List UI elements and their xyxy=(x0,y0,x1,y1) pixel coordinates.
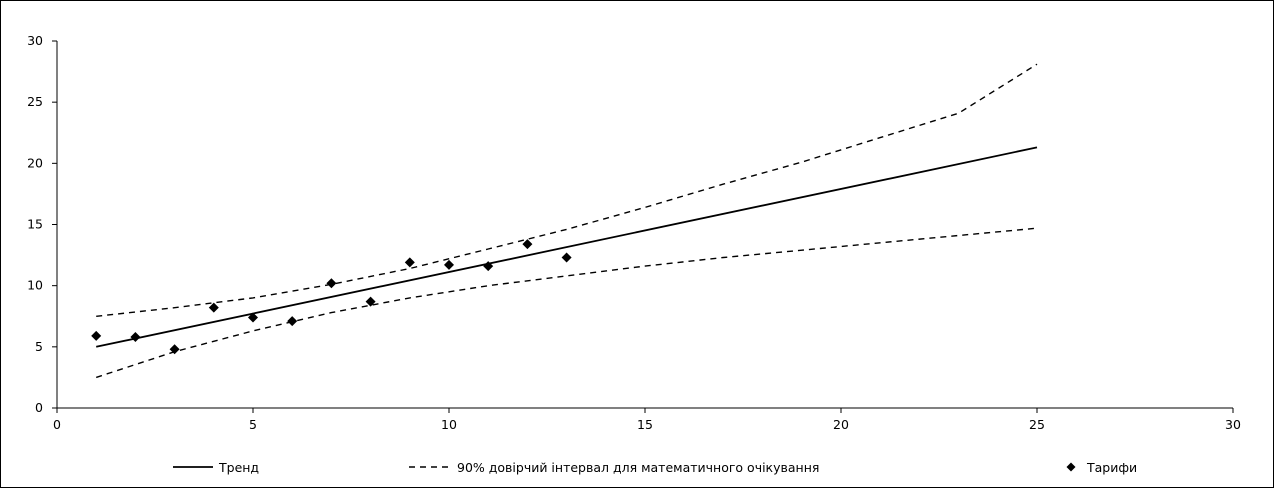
y-tick-label: 15 xyxy=(27,217,43,232)
x-tick-label: 30 xyxy=(1225,417,1241,432)
legend-tariff-swatch xyxy=(1066,462,1076,472)
tariff-point xyxy=(208,302,219,313)
tariff-point xyxy=(444,259,454,270)
trend-line-group xyxy=(96,146,1038,348)
tariff-point xyxy=(483,261,494,272)
legend: Тренд 90% довірчий інтервал для математич… xyxy=(173,460,1137,475)
tariff-point xyxy=(91,330,102,341)
tariff-point xyxy=(365,296,376,307)
x-tick-label: 0 xyxy=(53,417,61,432)
tariff-point xyxy=(561,252,572,263)
y-tick-label: 10 xyxy=(27,278,43,293)
tariff-point xyxy=(130,332,141,343)
tariff-point xyxy=(248,312,258,323)
x-tick-label: 15 xyxy=(637,417,653,432)
x-tick-label: 10 xyxy=(441,417,457,432)
tariff-point xyxy=(169,344,180,355)
tariff-point xyxy=(404,257,415,268)
axes: 0 5 10 15 20 25 30 0 5 10 15 20 25 30 xyxy=(27,33,1241,432)
y-tick-label: 30 xyxy=(27,33,43,48)
tariff-point xyxy=(522,239,533,250)
legend-trend-label: Тренд xyxy=(218,460,259,475)
legend-ci-label: 90% довірчий інтервал для математичного … xyxy=(457,460,819,475)
data-points xyxy=(91,239,572,355)
confidence-interval-lines xyxy=(95,63,1038,379)
y-tick-label: 5 xyxy=(35,339,43,354)
legend-tariff-label: Тарифи xyxy=(1086,460,1137,475)
y-tick-label: 0 xyxy=(35,400,43,415)
tariff-point xyxy=(326,278,337,289)
tariff-point xyxy=(287,316,298,327)
y-tick-label: 20 xyxy=(27,155,43,170)
x-tick-label: 5 xyxy=(249,417,257,432)
ci-upper-line xyxy=(96,63,1038,317)
trend-line xyxy=(96,146,1038,348)
x-tick-label: 25 xyxy=(1029,417,1045,432)
x-tick-label: 20 xyxy=(833,417,849,432)
y-tick-label: 25 xyxy=(27,94,43,109)
ci-lower-line xyxy=(95,227,1038,379)
